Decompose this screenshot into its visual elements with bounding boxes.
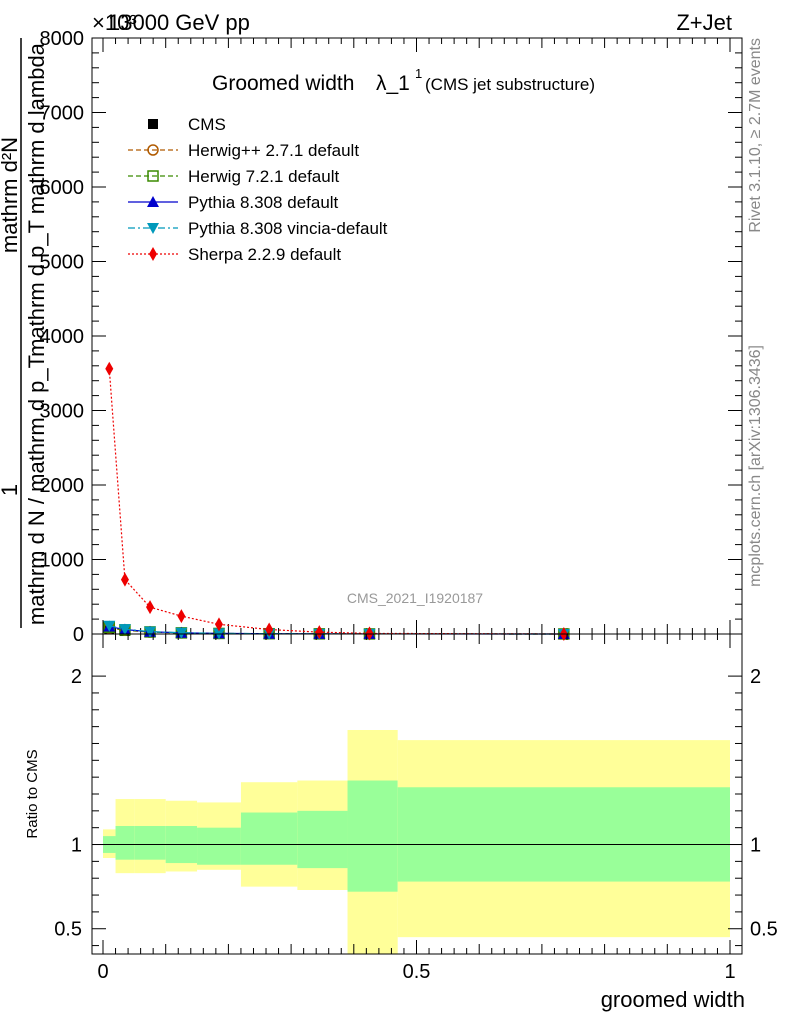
legend-marker — [147, 144, 159, 156]
ratio-y-tick-label-right: 1 — [750, 835, 761, 857]
x-axis-label: groomed width — [601, 987, 745, 1012]
title-text: Groomed width — [212, 72, 354, 95]
main-y-tick-label: 1000 — [40, 550, 85, 572]
data-point — [315, 625, 324, 640]
legend-marker — [148, 119, 158, 129]
legend-label: Herwig 7.2.1 default — [188, 167, 339, 186]
series-cms — [104, 624, 569, 639]
stat-uncertainty-band — [397, 787, 730, 882]
series-line — [108, 368, 564, 635]
main-y-tick-label: 8000 — [40, 28, 85, 50]
data-point — [118, 624, 131, 636]
exponent-label: ×10³ — [92, 10, 137, 35]
x-tick-label: 0 — [97, 961, 108, 983]
data-point — [144, 626, 157, 638]
main-ylabel: 1 mathrm d N / mathrm d p_T mathrm d²N m… — [0, 38, 49, 628]
series-herwig-7-2-1-default — [103, 621, 570, 640]
data-point — [105, 361, 114, 376]
rivet-label: Rivet 3.1.10, ≥ 2.7M events — [747, 38, 764, 233]
ratio-y-tick-label: 0.5 — [54, 919, 82, 941]
legend: CMS Herwig++ 2.7.1 default Herwig 7.2.1 de… — [128, 115, 388, 264]
stat-uncertainty-band — [134, 826, 166, 860]
main-y-tick-label: 7000 — [40, 103, 85, 125]
legend-marker — [147, 196, 159, 207]
main-title: Groomed width λ_1 1 (CMS jet substructur… — [212, 66, 595, 95]
main-y-tick-label: 5000 — [40, 252, 85, 274]
ratio-y-tick-label-right: 0.5 — [750, 919, 778, 941]
data-point — [265, 622, 274, 637]
ratio-x-ticks: 0 0.5 1 — [97, 634, 736, 983]
data-point — [120, 572, 129, 587]
data-point — [175, 627, 188, 639]
x-tick-label: 0.5 — [403, 961, 431, 983]
ratio-y-tick-label: 1 — [71, 835, 82, 857]
series-sherpa-2-2-9-default — [105, 361, 568, 641]
data-point — [146, 600, 155, 615]
ratio-y-tick-label: 2 — [71, 666, 82, 688]
subtitle-text: (CMS jet substructure) — [425, 75, 595, 94]
legend-entry: Pythia 8.308 vincia-default — [128, 219, 388, 238]
main-series — [103, 361, 570, 641]
ratio-y-tick-label-right: 2 — [750, 666, 761, 688]
legend-label: CMS — [188, 115, 226, 134]
legend-label: Sherpa 2.2.9 default — [188, 245, 341, 264]
ratio-panel: 0.5 0.51 12 2 0 0.5 1 Ratio to CMS groomed wi… — [24, 633, 778, 1012]
main-y-tick-label: 6000 — [40, 177, 85, 199]
stat-uncertainty-band — [347, 780, 398, 892]
series-herwig-2-7-1-default — [103, 622, 570, 640]
main-y-tick-label: 4000 — [40, 326, 85, 348]
data-point — [214, 617, 223, 632]
main-panel: 0 1000 2000 3000 4000 5000 6000 7000 8000 CMS_20… — [40, 28, 743, 646]
main-y-tick-label: 0 — [73, 624, 84, 646]
stat-uncertainty-band — [197, 827, 241, 865]
energy-label: 13000 GeV pp — [108, 10, 250, 35]
ratio-bands — [103, 730, 730, 954]
legend-entry: Sherpa 2.2.9 default — [128, 245, 341, 264]
mcplots-label: mcplots.cern.ch [arXiv:1306.3436] — [747, 345, 764, 587]
stat-uncertainty-band — [297, 810, 348, 869]
legend-entry: Herwig 7.2.1 default — [128, 167, 339, 186]
ratio-ylabel: Ratio to CMS — [24, 749, 41, 838]
title-superscript: 1 — [415, 66, 422, 81]
series-pythia-8-308-vincia-default — [103, 620, 570, 640]
data-point — [177, 609, 186, 624]
legend-label: Pythia 8.308 default — [188, 193, 339, 212]
ylabel-fraction-bottom: mathrm d p_T mathrm d lambda — [24, 42, 49, 357]
legend-label: Pythia 8.308 vincia-default — [188, 219, 388, 238]
legend-entry: CMS — [148, 115, 226, 134]
stat-uncertainty-band — [115, 826, 135, 860]
main-y-ticks: 0 1000 2000 3000 4000 5000 6000 7000 8000 — [40, 28, 742, 646]
title-symbol: λ_1 — [376, 72, 410, 95]
main-y-tick-label: 2000 — [40, 475, 85, 497]
ylabel-fraction-top: mathrm d²N — [0, 137, 22, 253]
stat-uncertainty-band — [240, 812, 298, 865]
series-pythia-8-308-default — [103, 620, 570, 639]
process-label: Z+Jet — [676, 10, 732, 35]
ratio-y-ticks: 0.5 0.5 1 1 2 2 — [54, 666, 778, 947]
legend-label: Herwig++ 2.7.1 default — [188, 141, 359, 160]
legend-entry: Pythia 8.308 default — [128, 193, 339, 212]
x-tick-label: 1 — [724, 961, 735, 983]
data-point — [365, 626, 374, 641]
data-point — [103, 620, 116, 632]
legend-marker — [149, 247, 157, 261]
ylabel-numerator: 1 — [0, 484, 22, 496]
watermark: CMS_2021_I1920187 — [347, 590, 483, 606]
main-y-tick-label: 3000 — [40, 401, 85, 423]
legend-marker — [147, 170, 159, 182]
legend-marker — [147, 223, 159, 234]
legend-entry: Herwig++ 2.7.1 default — [128, 141, 359, 160]
ylabel-denominator: mathrm d N / mathrm d p_T — [24, 355, 49, 625]
